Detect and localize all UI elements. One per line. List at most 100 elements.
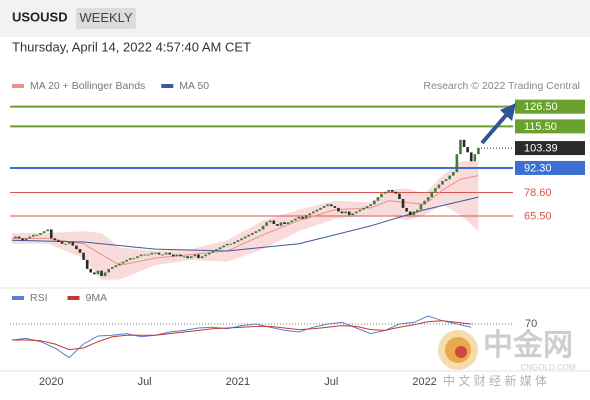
level-label-box [515, 160, 585, 175]
logo-core [455, 346, 467, 358]
rsi-line [11, 315, 472, 359]
candle [290, 220, 294, 223]
candle [369, 204, 373, 207]
candle [172, 254, 175, 257]
candle [85, 259, 89, 269]
candle [398, 193, 401, 199]
moving-average [11, 175, 479, 266]
candle [139, 254, 143, 257]
candle [157, 252, 161, 255]
candle [444, 179, 448, 182]
candle [462, 139, 466, 147]
candle [455, 154, 459, 173]
candle [434, 188, 437, 192]
candle [380, 193, 383, 198]
candle [186, 256, 189, 259]
candle [401, 198, 405, 208]
legend-label: RSI [30, 292, 48, 304]
candle [355, 211, 358, 214]
candle [75, 245, 78, 250]
candle [340, 211, 344, 214]
candle [319, 207, 322, 210]
level-label: 103.39 [524, 142, 558, 154]
candle [276, 224, 279, 226]
candle [283, 222, 286, 225]
candle [301, 216, 304, 219]
x-tick-label: Jul [138, 376, 152, 388]
watermark-brand: 中金网 [483, 328, 573, 362]
x-tick-label: 2022 [412, 376, 436, 388]
x-tick-label: 2020 [39, 376, 63, 388]
x-tick-label: 2021 [226, 376, 250, 388]
candle [118, 263, 121, 266]
candle [408, 211, 412, 216]
candle [329, 204, 333, 207]
candle [459, 139, 462, 155]
candle [193, 254, 197, 257]
legend-label: 9MA [86, 292, 108, 304]
candle [136, 256, 139, 259]
candle [304, 215, 308, 219]
candle [279, 222, 283, 226]
candle [17, 236, 21, 239]
candle [93, 272, 96, 275]
candle [477, 148, 480, 155]
candle [103, 272, 107, 277]
candle [78, 249, 82, 253]
candle [57, 240, 60, 242]
candle [373, 200, 376, 205]
watermark: 中金网 CNGOLD.COM 中 文 财 经 新 媒 体 [438, 328, 576, 388]
candle [218, 247, 222, 250]
candle [64, 243, 67, 245]
candle [466, 146, 469, 153]
candle [272, 220, 276, 225]
candle [164, 252, 168, 255]
candle [182, 256, 186, 258]
candle [222, 245, 225, 248]
legend-label: MA 50 [179, 80, 209, 92]
candle [233, 241, 236, 244]
candle [294, 218, 297, 221]
candle [441, 181, 444, 185]
candle [121, 261, 125, 264]
candle [344, 211, 347, 214]
candle [71, 241, 75, 246]
candle [423, 200, 426, 205]
candle [154, 252, 157, 254]
candle [229, 243, 233, 245]
candle [383, 191, 387, 194]
candle [125, 259, 128, 262]
candle [268, 220, 272, 223]
candle [243, 236, 247, 239]
candle [24, 238, 28, 241]
candle [326, 204, 329, 207]
candle [412, 211, 416, 216]
candle [362, 207, 365, 210]
candle [426, 197, 430, 201]
candle [394, 191, 398, 194]
moving-average [11, 196, 479, 252]
candle [347, 211, 351, 216]
candle [96, 270, 100, 275]
candle [89, 268, 93, 273]
candle [333, 206, 337, 208]
candle [14, 236, 17, 239]
candle [247, 234, 250, 237]
timeframe-box [76, 8, 136, 29]
candle [258, 229, 261, 232]
candle [405, 207, 408, 212]
candle [146, 254, 150, 256]
candle [39, 233, 42, 235]
candle [53, 238, 57, 241]
candle [179, 254, 182, 257]
candle [197, 254, 200, 259]
candle [189, 256, 193, 259]
candle [107, 268, 111, 273]
candle [308, 213, 312, 216]
candle [82, 252, 85, 260]
candle [150, 252, 154, 255]
candle [67, 241, 71, 244]
candle [430, 191, 434, 198]
